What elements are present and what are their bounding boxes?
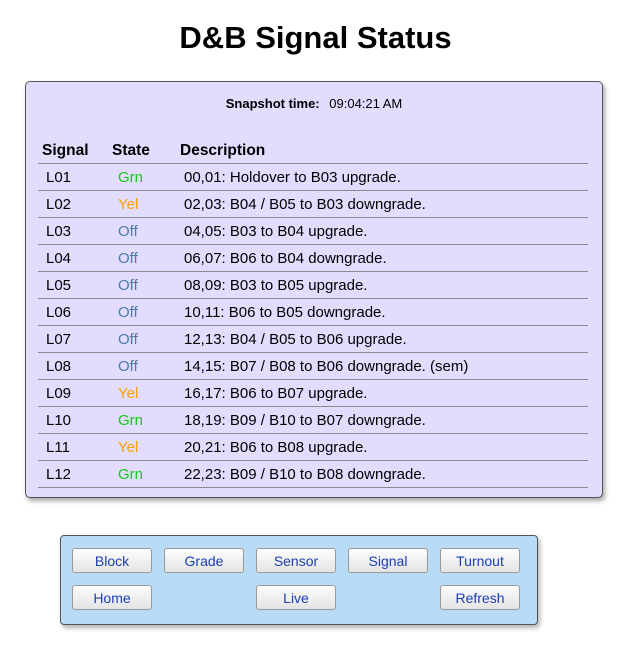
signal-state: Yel — [108, 433, 176, 461]
signal-state: Off — [108, 352, 176, 380]
table-row: L04 Off 06,07: B06 to B04 downgrade. — [38, 244, 588, 272]
signal-state: Yel — [108, 379, 176, 407]
table-row: L11 Yel 20,21: B06 to B08 upgrade. — [38, 433, 588, 461]
sensor-button[interactable]: Sensor — [256, 548, 336, 573]
signal-description: 08,09: B03 to B05 upgrade. — [176, 271, 588, 299]
signal-description: 14,15: B07 / B08 to B06 downgrade. (sem) — [176, 352, 588, 380]
signal-button[interactable]: Signal — [348, 548, 428, 573]
column-header-description: Description — [176, 138, 588, 164]
live-button[interactable]: Live — [256, 585, 336, 610]
signal-table: Signal State Description L01 Grn 00,01: Ho… — [38, 138, 588, 488]
table-row: L08 Off 14,15: B07 / B08 to B06 downgrade.… — [38, 352, 588, 380]
signal-id: L09 — [38, 379, 108, 407]
signal-description: 12,13: B04 / B05 to B06 upgrade. — [176, 325, 588, 353]
navigation-panel: Block Grade Sensor Signal Turnout Home L… — [60, 535, 538, 625]
signal-state: Off — [108, 244, 176, 272]
signal-state: Grn — [108, 163, 176, 191]
table-row: L05 Off 08,09: B03 to B05 upgrade. — [38, 271, 588, 299]
table-row: L01 Grn 00,01: Holdover to B03 upgrade. — [38, 163, 588, 191]
table-row: L10 Grn 18,19: B09 / B10 to B07 downgrade. — [38, 406, 588, 434]
table-row: L03 Off 04,05: B03 to B04 upgrade. — [38, 217, 588, 245]
signal-description: 02,03: B04 / B05 to B03 downgrade. — [176, 190, 588, 218]
signal-description: 18,19: B09 / B10 to B07 downgrade. — [176, 406, 588, 434]
signal-id: L11 — [38, 433, 108, 461]
page-title: D&B Signal Status — [179, 20, 452, 55]
table-row: L06 Off 10,11: B06 to B05 downgrade. — [38, 298, 588, 326]
column-header-state: State — [108, 138, 176, 164]
signal-id: L02 — [38, 190, 108, 218]
signal-state: Off — [108, 298, 176, 326]
signal-state: Off — [108, 271, 176, 299]
signal-id: L03 — [38, 217, 108, 245]
table-row: L09 Yel 16,17: B06 to B07 upgrade. — [38, 379, 588, 407]
signal-description: 00,01: Holdover to B03 upgrade. — [176, 163, 588, 191]
signal-id: L12 — [38, 460, 108, 488]
signal-state: Off — [108, 325, 176, 353]
signal-state: Grn — [108, 406, 176, 434]
signal-id: L08 — [38, 352, 108, 380]
signal-status-panel: Snapshot time: 09:04:21 AM Signal State … — [25, 81, 603, 498]
signal-id: L10 — [38, 406, 108, 434]
home-button[interactable]: Home — [72, 585, 152, 610]
table-row: L02 Yel 02,03: B04 / B05 to B03 downgrade. — [38, 190, 588, 218]
signal-id: L05 — [38, 271, 108, 299]
signal-description: 10,11: B06 to B05 downgrade. — [176, 298, 588, 326]
signal-id: L06 — [38, 298, 108, 326]
table-row: L07 Off 12,13: B04 / B05 to B06 upgrade. — [38, 325, 588, 353]
refresh-button[interactable]: Refresh — [440, 585, 520, 610]
snapshot-time: 09:04:21 AM — [329, 96, 403, 111]
table-header-row: Signal State Description — [38, 138, 588, 164]
grade-button[interactable]: Grade — [164, 548, 244, 573]
signal-description: 16,17: B06 to B07 upgrade. — [176, 379, 588, 407]
signal-state: Yel — [108, 190, 176, 218]
snapshot-line: Snapshot time: 09:04:21 AM — [26, 96, 602, 111]
signal-description: 20,21: B06 to B08 upgrade. — [176, 433, 588, 461]
signal-description: 06,07: B06 to B04 downgrade. — [176, 244, 588, 272]
signal-id: L04 — [38, 244, 108, 272]
signal-description: 22,23: B09 / B10 to B08 downgrade. — [176, 460, 588, 488]
signal-state: Off — [108, 217, 176, 245]
snapshot-label: Snapshot time: — [225, 96, 320, 111]
block-button[interactable]: Block — [72, 548, 152, 573]
signal-description: 04,05: B03 to B04 upgrade. — [176, 217, 588, 245]
table-row: L12 Grn 22,23: B09 / B10 to B08 downgrade. — [38, 460, 588, 488]
turnout-button[interactable]: Turnout — [440, 548, 520, 573]
column-header-signal: Signal — [38, 138, 108, 164]
signal-id: L07 — [38, 325, 108, 353]
signal-id: L01 — [38, 163, 108, 191]
signal-state: Grn — [108, 460, 176, 488]
signal-table-body: L01 Grn 00,01: Holdover to B03 upgrade. L02… — [38, 163, 588, 488]
